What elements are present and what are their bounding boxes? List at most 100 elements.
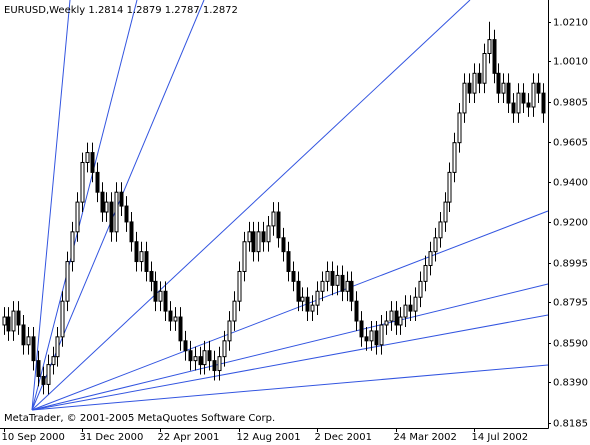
candle-body — [85, 152, 90, 163]
candle-body — [354, 300, 359, 322]
fan-line — [31, 0, 138, 411]
candle-body — [31, 336, 36, 362]
candle-body — [315, 290, 320, 306]
candle-body — [134, 241, 139, 263]
candle-body — [11, 310, 16, 332]
candle-body — [291, 270, 296, 282]
candle-body — [183, 340, 188, 352]
candle-body — [202, 350, 207, 366]
x-tick-label: 31 Dec 2000 — [80, 432, 144, 443]
candle-body — [41, 375, 46, 385]
candle-body — [452, 142, 457, 173]
candle-body — [374, 330, 379, 346]
candle-body — [447, 171, 452, 203]
x-tick-label: 12 Aug 2001 — [237, 432, 301, 443]
y-tick-label: 1.0210 — [553, 18, 588, 29]
candle-body — [276, 211, 281, 239]
candle-body — [2, 316, 7, 326]
candle-body — [457, 112, 462, 144]
candle-body — [237, 270, 242, 302]
fan-line — [31, 314, 549, 411]
candle-body — [389, 310, 394, 322]
candle-body — [398, 316, 403, 326]
candle-body — [188, 350, 193, 362]
candle-body — [65, 261, 70, 302]
candle-body — [300, 296, 305, 302]
candle-body — [310, 304, 315, 312]
candle-body — [496, 72, 501, 94]
candle-body — [413, 296, 418, 312]
candle-body — [247, 231, 252, 243]
candle-body — [70, 231, 75, 263]
candle-body — [51, 356, 56, 366]
candle-body — [158, 290, 163, 302]
candle-body — [242, 241, 247, 272]
candle-body — [364, 336, 369, 342]
x-tick-label: 14 Jul 2002 — [472, 432, 529, 443]
candle-body — [340, 274, 345, 292]
candle-body — [305, 296, 310, 312]
y-tick-label: 0.9200 — [553, 218, 588, 229]
candle-body — [266, 225, 271, 243]
y-tick-label: 0.8590 — [553, 339, 588, 350]
candle-body — [251, 231, 256, 253]
candle-body — [335, 274, 340, 286]
candle-body — [541, 92, 546, 114]
candle-body — [26, 336, 31, 346]
candle-body — [511, 102, 516, 114]
fan-line — [31, 210, 549, 411]
candles — [2, 21, 546, 395]
candle-body — [232, 300, 237, 322]
candle-body — [443, 201, 448, 223]
candle-body — [462, 82, 467, 114]
candle-body — [119, 191, 124, 207]
candle-body — [144, 251, 149, 272]
candle-body — [217, 356, 222, 372]
candle-body — [100, 191, 105, 213]
candle-body — [359, 320, 364, 338]
chart-title: EURUSD,Weekly 1.2814 1.2879 1.2787 1.287… — [4, 5, 238, 16]
candle-body — [477, 72, 482, 84]
candle-body — [384, 320, 389, 326]
y-tick-label: 0.8795 — [553, 298, 588, 309]
fan-line — [31, 0, 471, 411]
candle-body — [193, 356, 198, 362]
candle-body — [261, 231, 266, 243]
candle-body — [149, 270, 154, 282]
y-tick-label: 0.9805 — [553, 98, 588, 109]
candle-body — [90, 152, 95, 173]
x-tick-label: 10 Sep 2000 — [2, 432, 65, 443]
candle-body — [531, 82, 536, 108]
candle-body — [6, 316, 11, 332]
candle-body — [418, 280, 423, 298]
candle-body — [75, 201, 80, 233]
candle-body — [163, 290, 168, 312]
candle-body — [168, 310, 173, 322]
y-tick-label: 1.0010 — [553, 57, 588, 68]
candle-body — [482, 53, 487, 84]
candle-body — [394, 310, 399, 326]
candle-body — [153, 280, 158, 302]
candle-body — [526, 102, 531, 108]
candle-body — [80, 161, 85, 203]
candle-body — [124, 205, 129, 223]
candle-body — [467, 82, 472, 94]
candle-body — [379, 324, 384, 346]
candle-body — [506, 82, 511, 104]
candle-body — [139, 251, 144, 263]
candle-body — [271, 211, 276, 227]
candle-body — [212, 360, 217, 372]
candle-body — [438, 221, 443, 239]
candle-body — [330, 270, 335, 286]
y-tick-label: 0.8995 — [553, 259, 588, 270]
candle-body — [46, 364, 51, 385]
candle-body — [472, 72, 477, 94]
candle-body — [109, 201, 114, 233]
candle-body — [345, 280, 350, 292]
y-tick-label: 0.8390 — [553, 378, 588, 389]
candle-body — [36, 360, 41, 377]
candle-body — [492, 39, 497, 74]
y-tick-label: 0.8185 — [553, 419, 588, 430]
copyright: MetaTrader, © 2001-2005 MetaQuotes Softw… — [4, 413, 275, 424]
